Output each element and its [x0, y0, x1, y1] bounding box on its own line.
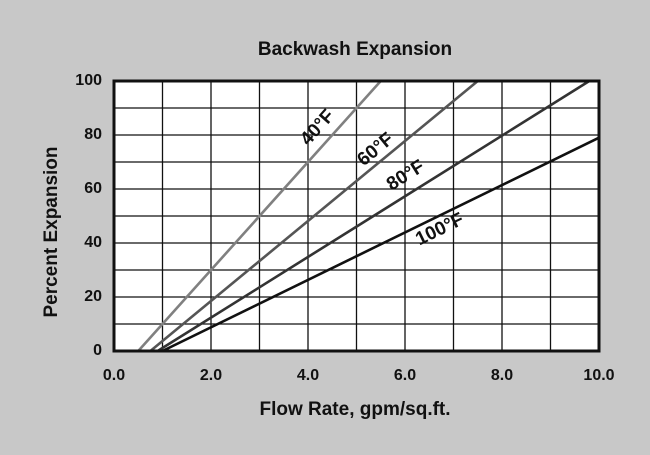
series-line	[161, 136, 600, 353]
y-axis-label: Percent Expansion	[41, 146, 62, 317]
chart-title: Backwash Expansion	[258, 39, 452, 60]
x-tick-label: 0.0	[103, 367, 125, 384]
x-tick-label: 10.0	[583, 367, 614, 384]
y-tick-label: 80	[84, 126, 102, 143]
y-tick-label: 60	[84, 180, 102, 197]
series-line	[156, 79, 590, 353]
x-tick-label: 8.0	[491, 367, 513, 384]
x-tick-label: 6.0	[394, 367, 416, 384]
series-line	[149, 79, 479, 353]
y-tick-label: 40	[84, 234, 102, 251]
x-tick-label: 2.0	[200, 367, 222, 384]
series-line	[137, 80, 382, 352]
x-axis-label: Flow Rate, gpm/sq.ft.	[259, 399, 450, 420]
y-tick-label: 100	[75, 72, 102, 89]
y-tick-label: 0	[93, 342, 102, 359]
y-tick-label: 20	[84, 288, 102, 305]
plot-border	[112, 79, 601, 353]
x-tick-label: 4.0	[297, 367, 319, 384]
